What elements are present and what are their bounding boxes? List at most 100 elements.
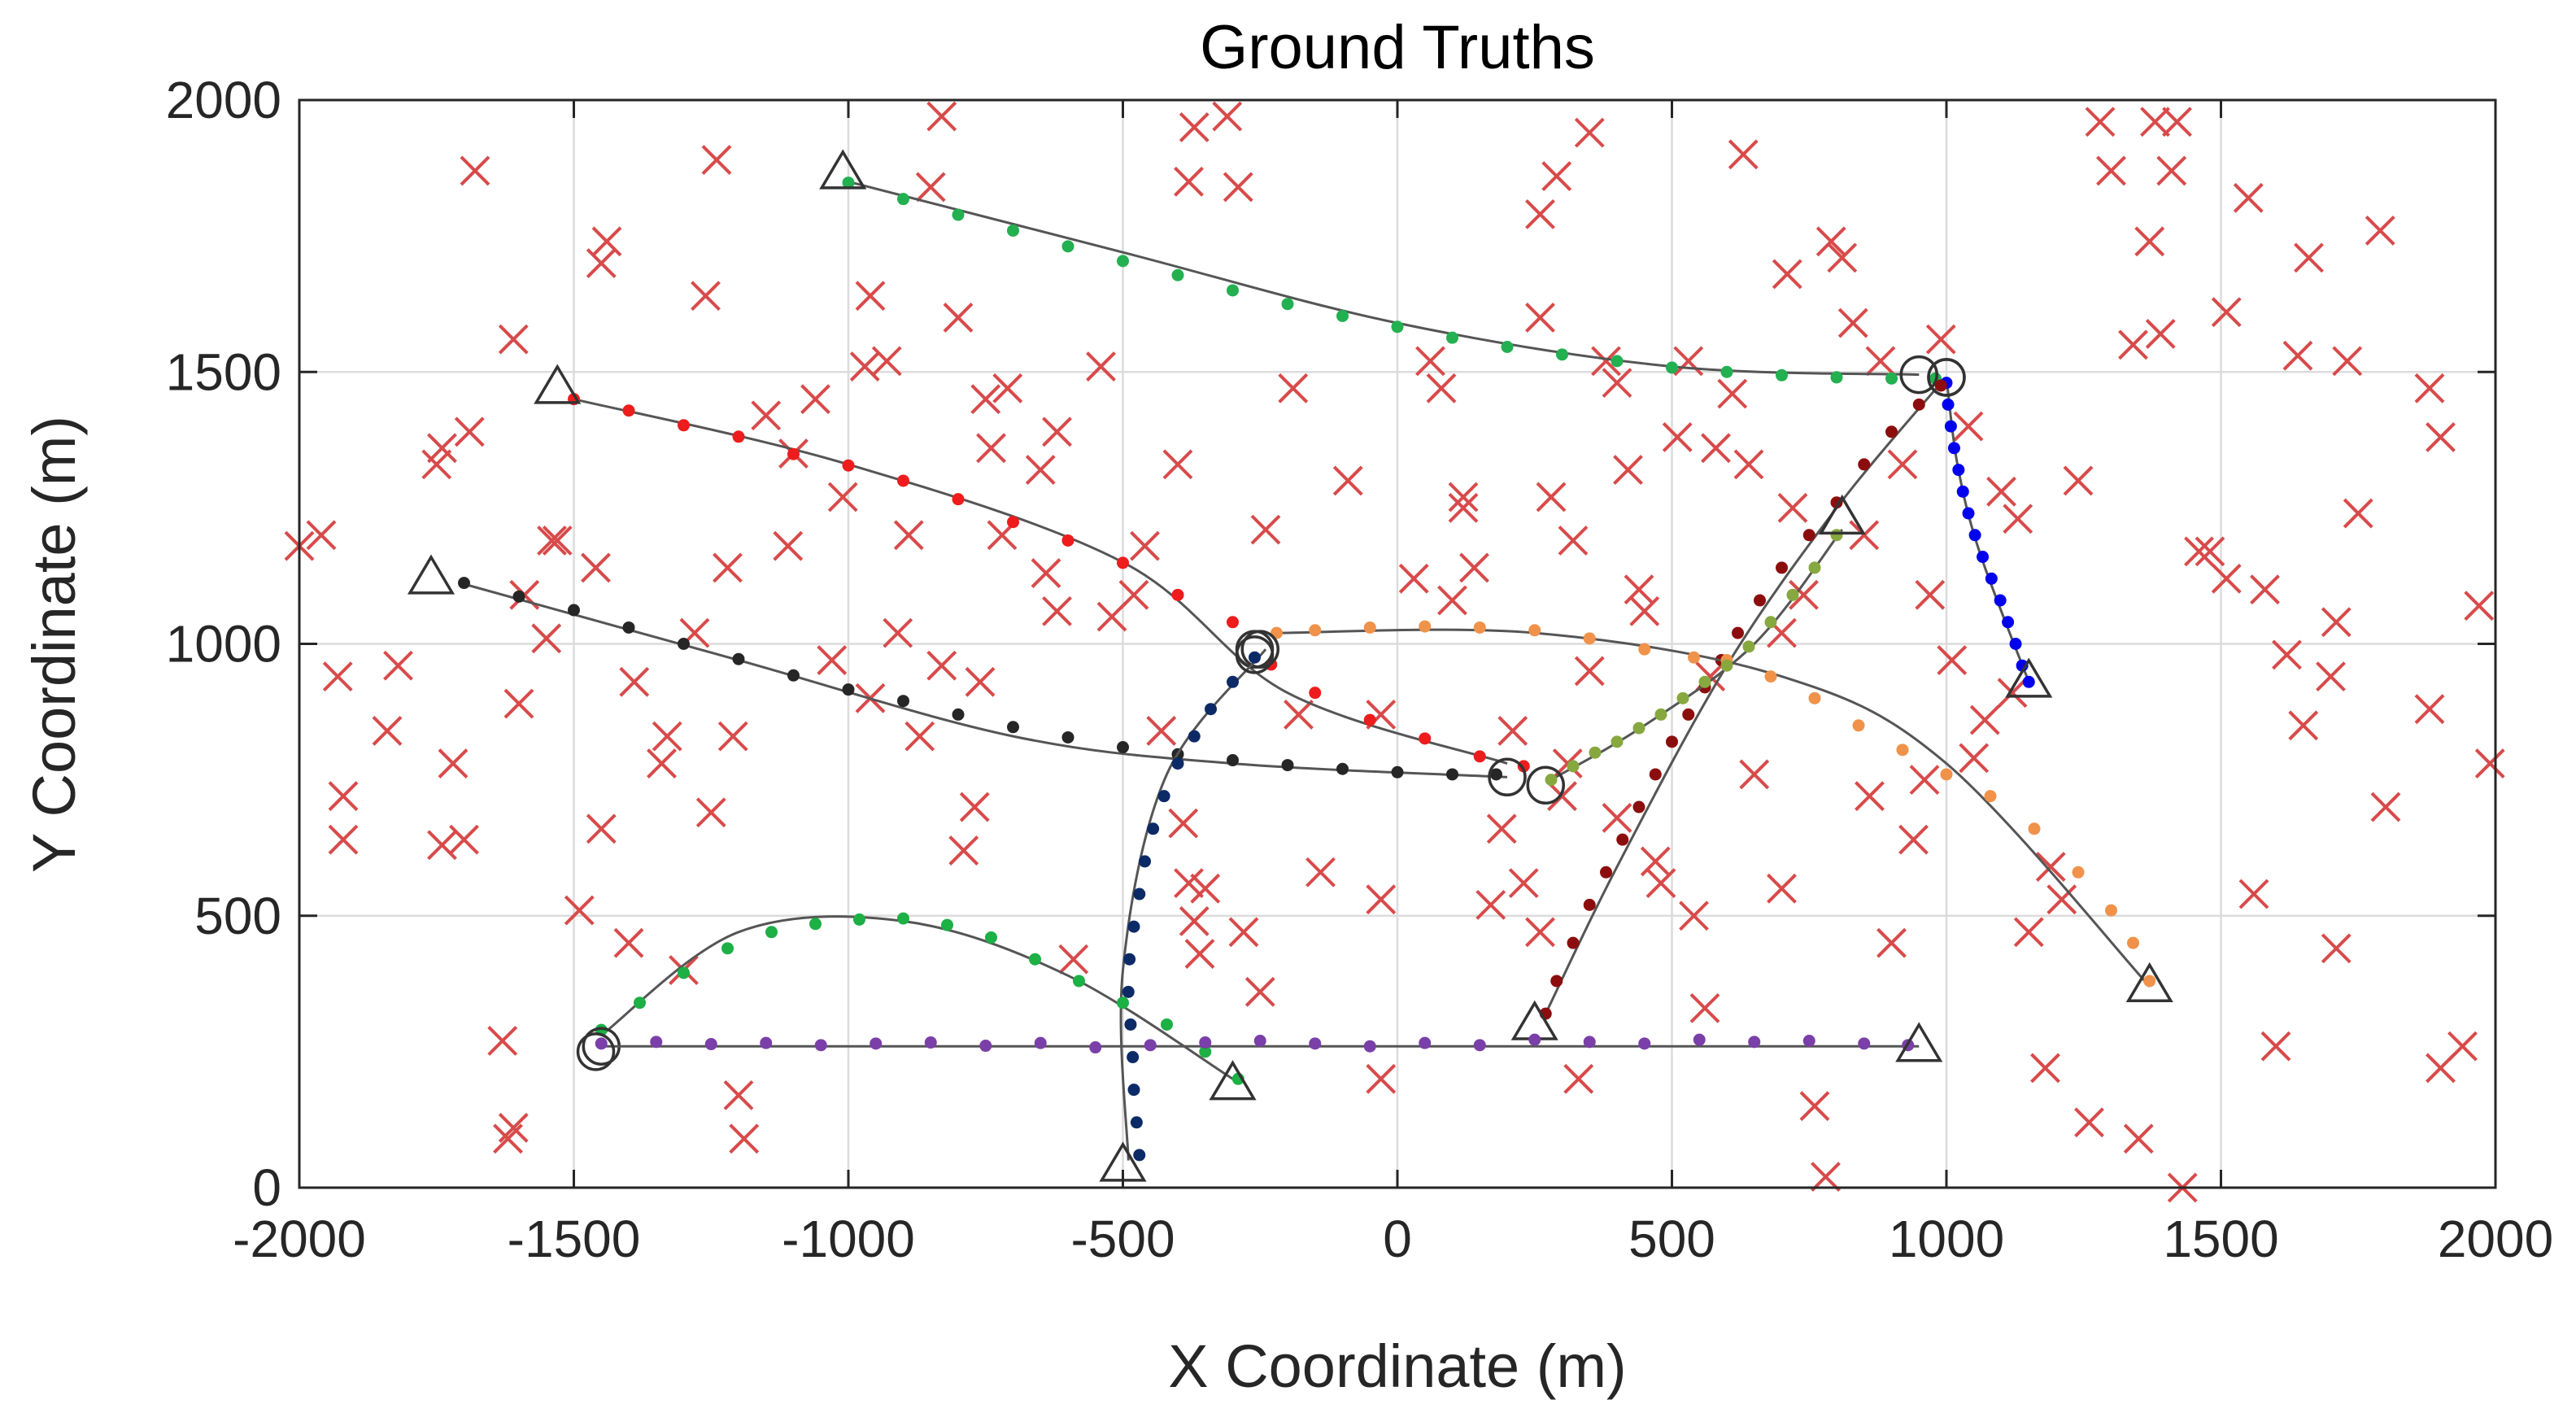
track-1 (819, 149, 1942, 395)
clutter-x-marker (817, 645, 848, 675)
clutter-x-marker (948, 835, 979, 866)
track-point (2002, 616, 2015, 629)
x-tick-label: -2000 (233, 1210, 366, 1268)
clutter-x-marker (943, 302, 974, 333)
track-start-triangle (2125, 962, 2173, 1003)
track-point (1419, 732, 1432, 745)
clutter-x-marker (1969, 704, 2000, 735)
clutter-x-marker (1574, 656, 1605, 687)
clutter-x-marker (1448, 492, 1479, 523)
track-point (1227, 616, 1239, 629)
clutter-x-marker (1179, 906, 1210, 936)
clutter-x-marker (773, 530, 804, 561)
clutter-x-marker (1508, 868, 1539, 899)
track-point (1419, 1036, 1432, 1049)
track-point (1249, 651, 1261, 664)
track-point (1720, 659, 1733, 672)
track-start-triangle (819, 149, 867, 190)
clutter-x-marker (1086, 351, 1116, 382)
track-point (678, 419, 690, 432)
track-start-triangle (1818, 494, 1866, 535)
clutter-x-marker (800, 384, 830, 415)
clutter-x-marker (1497, 716, 1528, 746)
track-point (1956, 485, 1969, 498)
clutter-x-marker (1887, 449, 1918, 480)
clutter-x-marker (2294, 242, 2324, 273)
track-10 (576, 1022, 1943, 1071)
track-point (1589, 746, 1602, 759)
track-point (1336, 762, 1349, 775)
track-point (1117, 255, 1129, 268)
clutter-x-marker (2074, 1107, 2104, 1138)
track-point (1473, 621, 1486, 634)
clutter-x-marker (2321, 933, 2352, 964)
track-end-circle (1927, 358, 1966, 397)
clutter-x-marker (1284, 699, 1314, 730)
clutter-x-marker (1953, 411, 1984, 442)
track-point (787, 447, 800, 460)
track-point (1205, 703, 1217, 716)
clutter-x-marker (904, 721, 935, 752)
clutter-x-marker (1591, 346, 1621, 377)
track-point (1029, 953, 1041, 966)
clutter-x-marker (1898, 824, 1929, 855)
clutter-x-marker (2343, 498, 2373, 529)
track-point (1934, 379, 1947, 392)
clutter-x-marker (1925, 324, 1956, 355)
clutter-x-marker (1146, 716, 1177, 746)
clutter-x-marker (855, 281, 886, 312)
track-point (1830, 371, 1843, 384)
clutter-x-marker (970, 384, 1001, 415)
clutter-x-marker (2288, 710, 2319, 741)
x-axis-title: X Coordinate (m) (1168, 1332, 1626, 1400)
clutter-x-marker (1025, 455, 1056, 485)
track-point (622, 621, 635, 634)
clutter-x-marker (1915, 579, 1946, 610)
track-point (979, 1040, 992, 1053)
clutter-x-marker (322, 661, 353, 692)
clutter-x-marker (1184, 939, 1215, 969)
track-point (897, 695, 909, 708)
track-point (1171, 757, 1184, 770)
track-point (732, 430, 745, 443)
track-point (1281, 759, 1294, 772)
track-point (897, 193, 909, 206)
clutter-x-marker (2096, 155, 2126, 186)
clutter-x-marker (1536, 482, 1567, 512)
clutter-x-marker (1827, 242, 1858, 273)
track-point (634, 996, 646, 1010)
track-point (678, 966, 690, 979)
clutter-x-marker (2321, 607, 2352, 638)
clutter-x-marker (1475, 889, 1506, 920)
clutter-x-marker (1448, 482, 1479, 512)
track-point (732, 652, 745, 665)
clutter-x-marker (1366, 1063, 1397, 1094)
x-tick-label: -1500 (508, 1210, 641, 1268)
clutter-x-marker (1837, 307, 1868, 338)
clutter-x-marker (713, 552, 743, 583)
track-point (1852, 719, 1865, 732)
clutter-x-marker (498, 324, 529, 355)
track-point (1363, 1040, 1376, 1053)
track-point (1188, 730, 1201, 743)
track-point (1419, 620, 1432, 633)
track-point (1199, 1036, 1212, 1049)
track-point (1281, 298, 1294, 311)
track-point (1732, 626, 1744, 639)
track-point (1545, 774, 1558, 787)
clutter-x-marker (1865, 346, 1896, 377)
clutter-x-marker (959, 791, 990, 822)
clutter-x-marker (1525, 917, 1555, 948)
clutter-x-marker (2085, 107, 2116, 137)
track-point (1611, 355, 1624, 368)
clutter-x-marker (1772, 259, 1802, 290)
track-point (842, 177, 855, 190)
clutter-x-marker (1689, 992, 1720, 1023)
track-point (1583, 632, 1596, 645)
track-start-triangle (1895, 1022, 1943, 1062)
track-point (1144, 1039, 1157, 1052)
track-point (1363, 713, 1376, 726)
clutter-x-marker (2145, 319, 2176, 349)
ground-truth-line (1119, 648, 1267, 1161)
x-tick-label: 1000 (1889, 1210, 2004, 1268)
